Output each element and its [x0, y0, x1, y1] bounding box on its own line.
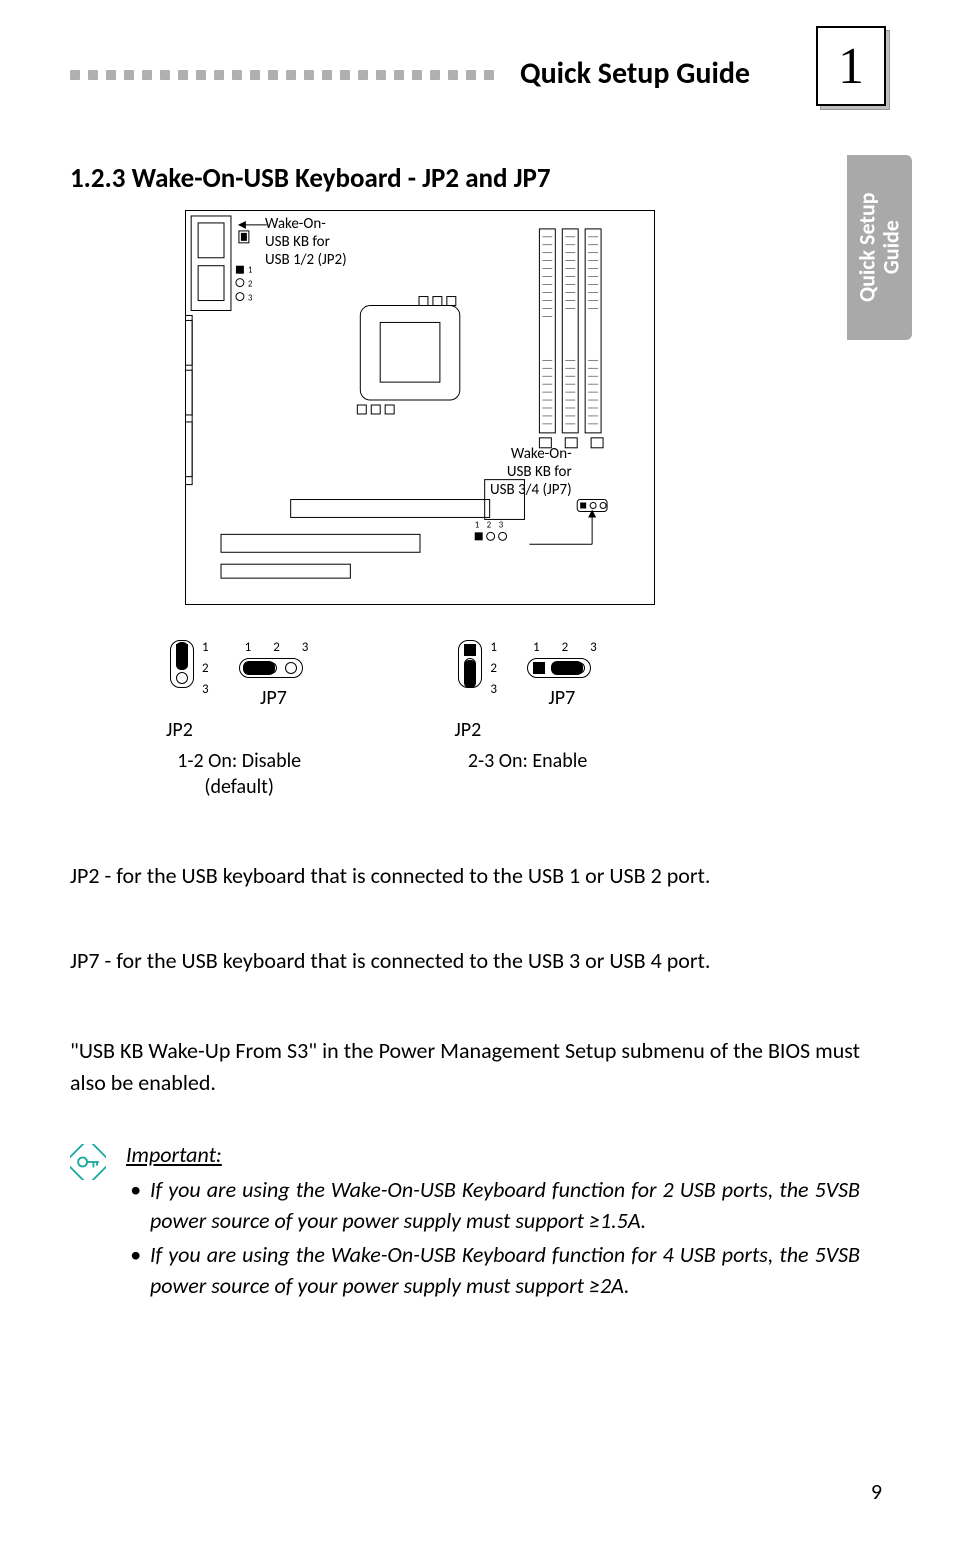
- svg-text:2: 2: [248, 279, 253, 290]
- header-title: Quick Setup Guide: [520, 55, 750, 92]
- para-jp2: JP2 - for the USB keyboard that is conne…: [70, 860, 860, 892]
- pin-1e: 1: [490, 640, 497, 655]
- svg-text:2: 2: [487, 519, 492, 530]
- lbl-jp2-l1: Wake-On-: [265, 215, 326, 233]
- state-disable-label: 1-2 On: Disable (default): [177, 748, 301, 800]
- key-icon: [70, 1144, 106, 1180]
- bullet-2: If you are using the Wake-On-USB Keyboar…: [126, 1240, 860, 1302]
- bullet-1: If you are using the Wake-On-USB Keyboar…: [126, 1175, 860, 1237]
- pin-2e: 2: [490, 661, 497, 676]
- pin-2: 2: [202, 661, 209, 676]
- jumper-states: 1 2 3 1 2 3 JP7: [170, 640, 597, 800]
- section-title: 1.2.3 Wake-On-USB Keyboard - JP2 and JP7: [70, 162, 551, 195]
- mobo-label-jp7: Wake-On- USB KB for USB 3/4 (JP7): [490, 445, 572, 499]
- page-number-top: 1: [838, 37, 864, 96]
- jp2-label: JP2: [166, 718, 193, 742]
- side-tab-text: Quick Setup Guide: [855, 193, 903, 303]
- lbl-jp7-l2: USB KB for: [507, 463, 572, 481]
- pin-1he: 1: [533, 640, 540, 655]
- state-enable-label: 2-3 On: Enable: [468, 748, 587, 774]
- jumper-group-enable: 1 2 3 1 2 3 JP7 JP2: [458, 640, 596, 800]
- pin-3: 3: [202, 682, 209, 697]
- svg-text:1: 1: [248, 265, 253, 276]
- state-disable-l1: 1-2 On: Disable: [177, 749, 301, 773]
- lbl-jp7-l1: Wake-On-: [511, 445, 572, 463]
- lbl-jp2-l2: USB KB for: [265, 233, 330, 251]
- side-tab-l1: Quick Setup: [853, 193, 880, 303]
- para-jp7: JP7 - for the USB keyboard that is conne…: [70, 945, 860, 977]
- page-number-box: 1: [820, 30, 890, 110]
- lbl-jp2-l3: USB 1/2 (JP2): [265, 251, 347, 269]
- jp7-horizontal-enable: 1 2 3 JP7: [527, 640, 597, 710]
- pin-3e: 3: [490, 682, 497, 697]
- svg-text:3: 3: [499, 519, 504, 530]
- jumper-group-disable: 1 2 3 1 2 3 JP7: [170, 640, 308, 800]
- pin-1: 1: [202, 640, 209, 655]
- side-tab-l2: Guide: [878, 220, 905, 274]
- jp7-label: JP7: [260, 686, 287, 710]
- mobo-label-jp2: Wake-On- USB KB for USB 1/2 (JP2): [265, 215, 347, 269]
- pin-2he: 2: [562, 640, 569, 655]
- important-heading: Important:: [126, 1141, 222, 1168]
- pin-1h: 1: [245, 640, 252, 655]
- pin-3he: 3: [590, 640, 597, 655]
- important-block: Important: If you are using the Wake-On-…: [70, 1140, 860, 1306]
- dotted-header-row: [70, 70, 494, 80]
- state-disable-l2: (default): [204, 775, 274, 799]
- jp7-horizontal-disable: 1 2 3 JP7: [239, 640, 309, 710]
- page-number-box-inner: 1: [816, 26, 886, 106]
- para-bios: "USB KB Wake-Up From S3" in the Power Ma…: [70, 1035, 860, 1099]
- jp2-label-e: JP2: [454, 718, 481, 742]
- svg-text:1: 1: [475, 519, 480, 530]
- footer-page-number: 9: [871, 1478, 882, 1505]
- important-content: Important: If you are using the Wake-On-…: [126, 1140, 860, 1306]
- motherboard-diagram: 1 2 3 1: [185, 210, 655, 605]
- pin-2h: 2: [273, 640, 280, 655]
- svg-text:3: 3: [248, 293, 253, 304]
- side-tab: Quick Setup Guide: [847, 155, 912, 340]
- jp7-label-e: JP7: [548, 686, 575, 710]
- lbl-jp7-l3: USB 3/4 (JP7): [490, 481, 572, 499]
- pin-3h: 3: [302, 640, 309, 655]
